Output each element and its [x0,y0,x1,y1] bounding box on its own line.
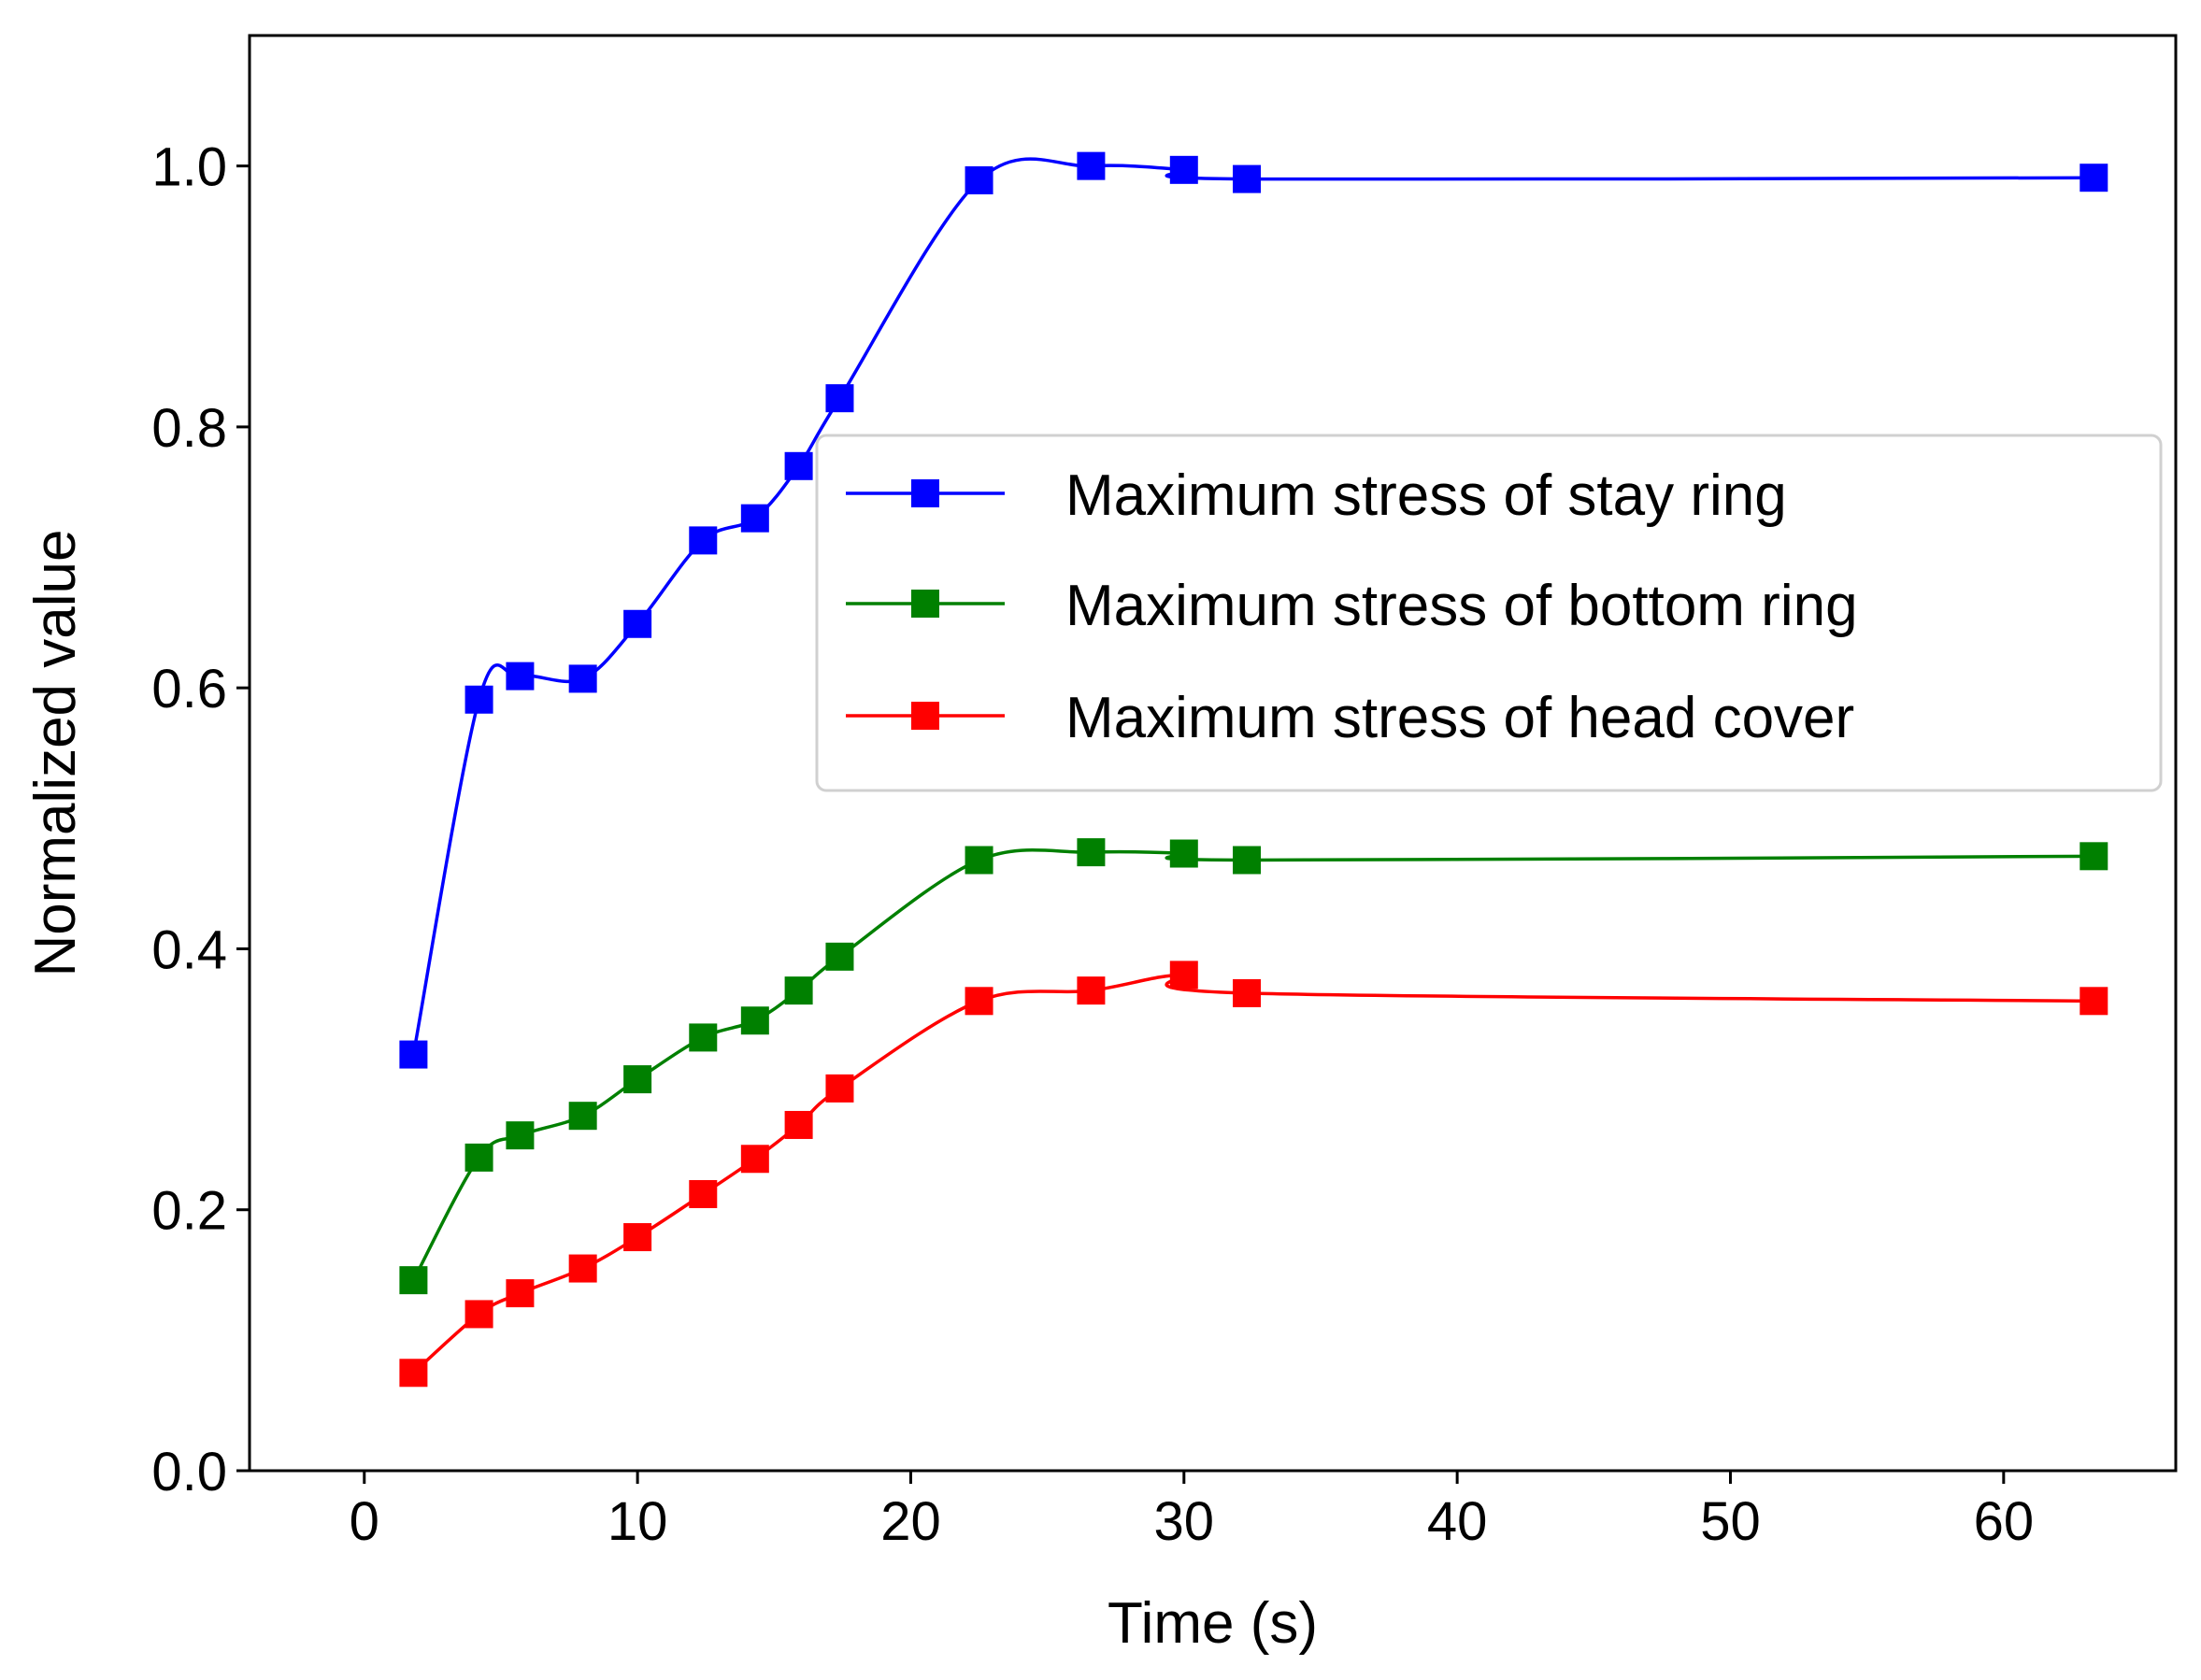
x-tick-label: 40 [1427,1491,1488,1552]
data-point-marker [399,1266,428,1295]
data-point-marker [1077,151,1106,180]
data-point-marker [623,609,652,638]
legend-label: Maximum stress of bottom ring [1065,574,1858,638]
x-tick-label: 50 [1700,1491,1761,1552]
data-point-marker [965,987,993,1016]
legend-label: Maximum stress of head cover [1065,686,1854,750]
legend-marker [911,702,939,730]
x-tick-label: 10 [607,1491,668,1552]
data-point-marker [506,1121,535,1150]
series-layer [399,151,2108,1388]
y-tick-label: 1.0 [151,137,227,198]
legend-marker [911,590,939,618]
data-point-marker [1169,155,1198,184]
x-axis: 0 10 20 30 40 50 60 [350,1471,2034,1552]
y-tick-label: 0.2 [151,1181,227,1242]
series-2 [399,838,2108,1295]
data-point-marker [568,664,597,693]
y-tick-label: 0.0 [151,1442,227,1502]
legend-box [815,434,2163,792]
data-point-marker [568,1102,597,1131]
legend: Maximum stress of stay ring Maximum stres… [815,434,2163,792]
data-point-marker [825,384,854,413]
data-point-marker [568,1254,597,1283]
data-point-marker [740,1145,769,1174]
data-point-marker [784,976,813,1005]
data-point-marker [399,1040,428,1069]
series-line [411,848,2094,1281]
data-point-marker [825,1074,854,1103]
data-point-marker [784,1110,813,1139]
data-point-marker [2080,164,2108,192]
y-tick-label: 0.6 [151,659,227,719]
x-tick-label: 60 [1974,1491,2035,1552]
data-point-marker [1233,164,1262,193]
data-point-marker [464,1143,493,1172]
data-point-marker [689,1179,718,1208]
x-tick-label: 20 [880,1491,941,1552]
x-axis-title: Time (s) [1108,1591,1318,1656]
series-3 [399,961,2108,1388]
y-tick-label: 0.4 [151,919,227,980]
legend-label: Maximum stress of stay ring [1065,463,1787,528]
x-tick-label: 0 [350,1491,379,1552]
data-point-marker [965,165,993,194]
data-point-marker [506,662,535,691]
data-point-marker [740,1006,769,1035]
data-point-marker [689,526,718,555]
data-point-marker [464,685,493,714]
data-point-marker [965,846,993,875]
data-point-marker [2080,987,2108,1016]
data-point-marker [689,1023,718,1052]
data-point-marker [464,1300,493,1329]
data-point-marker [623,1065,652,1094]
data-point-marker [399,1359,428,1388]
data-point-marker [2080,842,2108,871]
data-point-marker [784,451,813,480]
legend-marker [911,479,939,507]
y-axis: 0.0 0.2 0.4 0.6 0.8 1.0 [151,137,250,1502]
data-point-marker [1169,839,1198,868]
data-point-marker [1077,976,1106,1005]
data-point-marker [825,942,854,971]
data-point-marker [1233,846,1262,875]
y-tick-label: 0.8 [151,398,227,459]
data-point-marker [1169,961,1198,989]
x-tick-label: 30 [1154,1491,1215,1552]
data-point-marker [623,1223,652,1252]
plot-area-frame [248,34,2178,1473]
data-point-marker [1077,838,1106,867]
data-point-marker [506,1279,535,1308]
series-1 [399,151,2108,1069]
data-point-marker [740,504,769,533]
data-point-marker [1233,978,1262,1007]
y-axis-title: Normalized value [23,530,88,977]
